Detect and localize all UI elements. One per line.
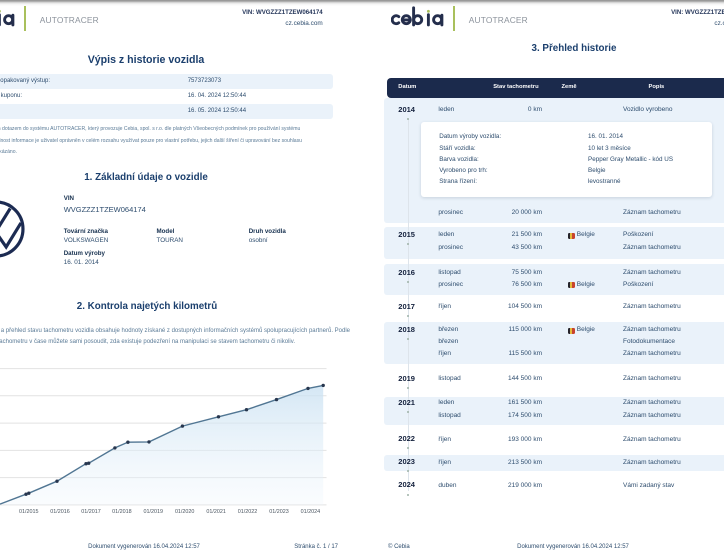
svg-text:01/2021: 01/2021 <box>206 509 226 515</box>
svg-text:01/2017: 01/2017 <box>81 509 101 515</box>
svg-text:01/2024: 01/2024 <box>301 509 321 515</box>
svg-text:01/2019: 01/2019 <box>144 509 164 515</box>
svg-text:01/2022: 01/2022 <box>238 509 258 515</box>
svg-text:01/2023: 01/2023 <box>269 509 289 515</box>
svg-text:01/2020: 01/2020 <box>175 509 195 515</box>
svg-text:01/2018: 01/2018 <box>112 509 132 515</box>
svg-text:01/2015: 01/2015 <box>19 509 39 515</box>
svg-text:01/2016: 01/2016 <box>50 509 70 515</box>
